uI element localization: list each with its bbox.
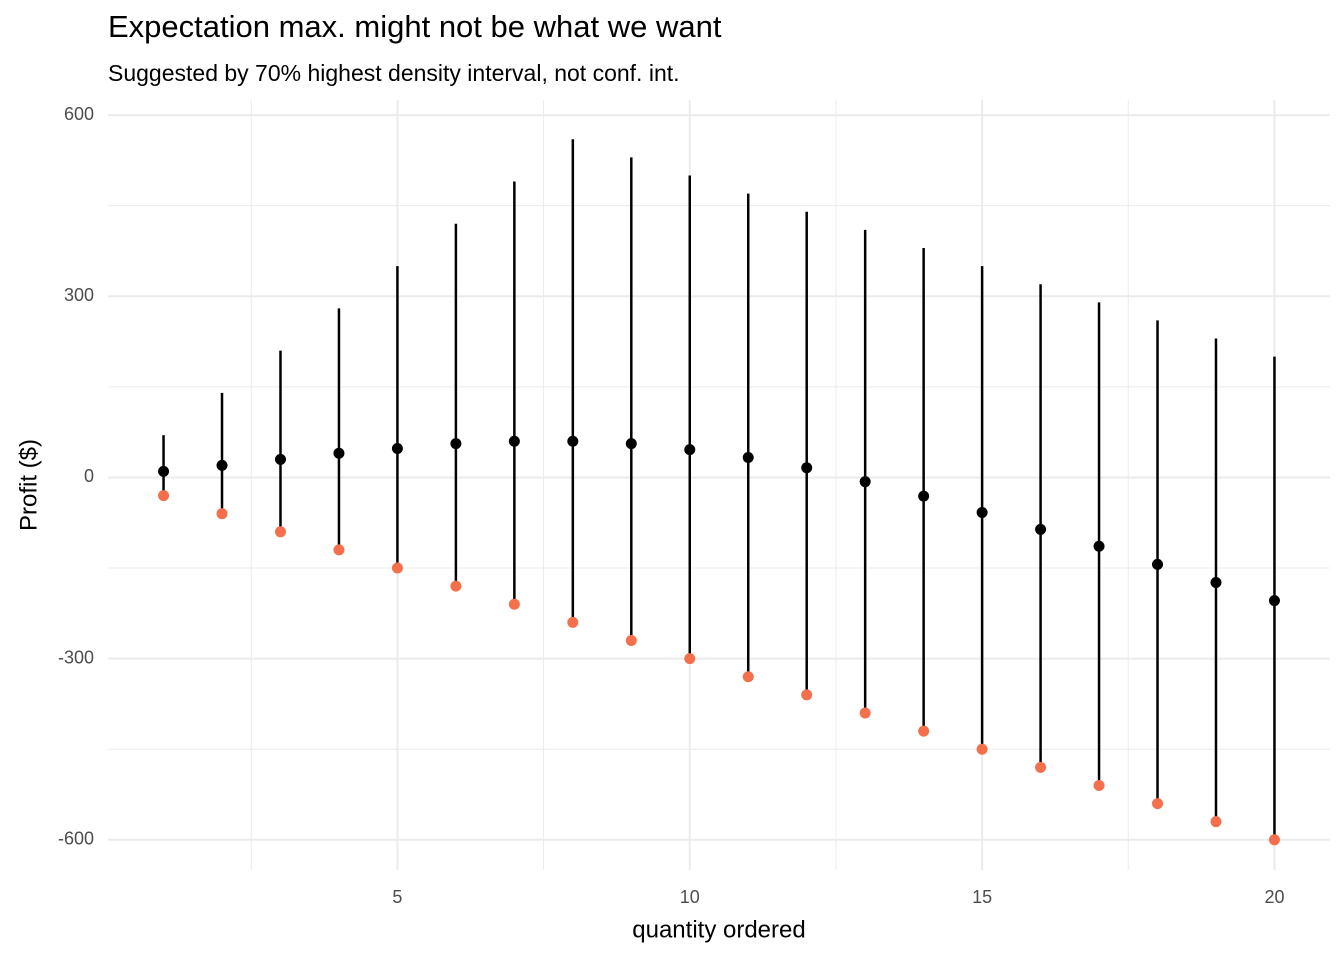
point bbox=[508, 435, 520, 447]
point bbox=[918, 490, 930, 502]
point bbox=[918, 725, 930, 737]
point bbox=[216, 508, 228, 520]
point bbox=[1093, 779, 1105, 791]
chart-subtitle: Suggested by 70% highest density interva… bbox=[108, 60, 680, 86]
y-tick-label: -300 bbox=[58, 647, 94, 667]
point bbox=[801, 689, 813, 701]
x-tick-label: 10 bbox=[680, 887, 700, 907]
x-axis-label: quantity ordered bbox=[632, 916, 805, 943]
point bbox=[625, 438, 637, 450]
chart-title: Expectation max. might not be what we wa… bbox=[108, 9, 722, 44]
point bbox=[1093, 540, 1105, 552]
x-tick-label: 15 bbox=[972, 887, 992, 907]
point bbox=[450, 438, 462, 450]
point bbox=[274, 526, 286, 538]
point bbox=[391, 442, 403, 454]
x-tick-label: 20 bbox=[1264, 887, 1284, 907]
point bbox=[801, 462, 813, 474]
point bbox=[508, 598, 520, 610]
point bbox=[391, 562, 403, 574]
y-tick-label: 600 bbox=[64, 104, 94, 124]
point bbox=[567, 616, 579, 628]
y-tick-label: -600 bbox=[58, 829, 94, 849]
point bbox=[1210, 577, 1222, 589]
point bbox=[274, 453, 286, 465]
point bbox=[742, 671, 754, 683]
x-tick-label: 5 bbox=[392, 887, 402, 907]
point bbox=[1268, 595, 1280, 607]
point bbox=[859, 476, 871, 488]
point bbox=[1268, 834, 1280, 846]
point bbox=[976, 743, 988, 755]
point bbox=[333, 544, 345, 556]
point bbox=[450, 580, 462, 592]
point bbox=[1035, 761, 1047, 773]
point bbox=[684, 653, 696, 665]
point bbox=[1210, 816, 1222, 828]
point bbox=[976, 506, 988, 518]
point bbox=[216, 459, 228, 471]
point bbox=[158, 465, 170, 477]
point bbox=[1035, 523, 1047, 535]
y-axis-label: Profit ($) bbox=[15, 439, 42, 531]
point bbox=[333, 447, 345, 459]
point bbox=[742, 452, 754, 464]
y-tick-label: 300 bbox=[64, 285, 94, 305]
y-tick-label: 0 bbox=[84, 466, 94, 486]
point bbox=[567, 435, 579, 447]
point bbox=[158, 490, 170, 502]
point bbox=[1152, 798, 1164, 810]
point bbox=[1152, 558, 1164, 570]
point bbox=[625, 635, 637, 647]
point bbox=[859, 707, 871, 719]
point bbox=[684, 444, 696, 456]
